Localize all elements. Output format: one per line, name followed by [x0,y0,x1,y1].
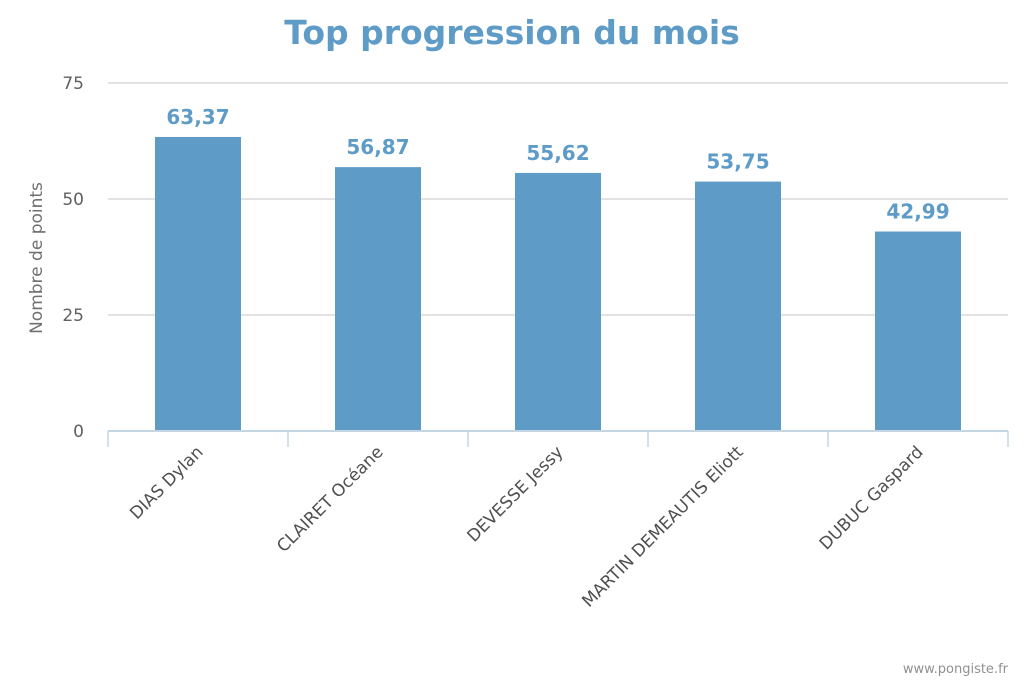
y-tick-label: 75 [62,74,84,94]
category-label: MARTIN DEMEAUTIS Eliott [578,442,747,611]
data-label: 55,62 [526,141,589,165]
bars [155,136,961,431]
bar[interactable] [335,167,421,431]
y-tick-label: 25 [62,306,84,326]
data-label: 63,37 [166,105,229,129]
category-label: DIAS Dylan [126,442,207,523]
bar[interactable] [515,172,601,431]
y-axis-ticks: 0 25 50 75 [62,74,84,442]
bar[interactable] [155,136,241,431]
chart-title: Top progression du mois [284,13,740,52]
bar[interactable] [875,231,961,431]
category-label: DEVESSE Jessy [463,442,567,546]
y-tick-label: 0 [73,422,84,442]
category-labels: DIAS Dylan CLAIRET Océane DEVESSE Jessy MAR… [126,442,927,611]
credit-link[interactable]: www.pongiste.fr [903,662,1009,677]
bar[interactable] [695,181,781,431]
x-axis-ticks [107,431,1009,447]
y-tick-label: 50 [62,190,84,210]
data-label: 42,99 [886,200,949,224]
category-label: DUBUC Gaspard [816,442,928,554]
data-labels: 63,37 56,87 55,62 53,75 42,99 [166,105,949,224]
y-axis-title: Nombre de points [27,182,47,334]
data-label: 56,87 [346,135,409,159]
category-label: CLAIRET Océane [273,442,387,556]
data-label: 53,75 [706,150,769,174]
